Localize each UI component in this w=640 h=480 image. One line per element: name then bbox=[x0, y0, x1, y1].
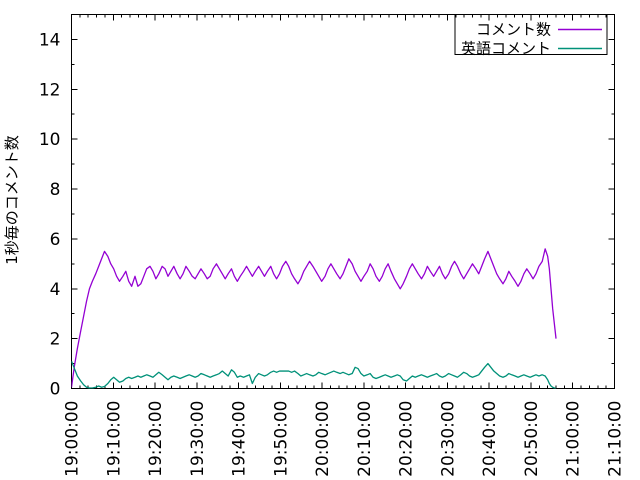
plot-frame bbox=[71, 14, 615, 389]
legend-box bbox=[454, 14, 608, 55]
y-tick-label: 4 bbox=[50, 280, 61, 300]
x-tick-label: 19:30:00 bbox=[188, 401, 208, 477]
x-axis-ticks: 19:00:00 19:10:00 19:20:00 19:30:00 19:40:00… bbox=[63, 14, 626, 477]
series-line-1 bbox=[71, 248, 557, 388]
x-tick-label: 19:20:00 bbox=[146, 401, 166, 477]
x-tick-label: 20:40:00 bbox=[480, 401, 500, 477]
x-tick-label: 19:10:00 bbox=[104, 401, 124, 477]
y-tick-label: 2 bbox=[50, 330, 61, 350]
legend-label-2: 英語コメント bbox=[461, 40, 551, 58]
y-axis-ticks: 0 2 4 6 8 10 12 14 bbox=[39, 30, 615, 400]
x-tick-label: 19:40:00 bbox=[230, 401, 250, 477]
data-series-group bbox=[71, 248, 557, 389]
x-tick-label: 21:00:00 bbox=[564, 401, 584, 477]
legend-label-1: コメント数 bbox=[476, 21, 551, 39]
series-line-2 bbox=[71, 360, 557, 389]
y-tick-label: 10 bbox=[39, 130, 61, 150]
x-tick-label: 19:50:00 bbox=[271, 401, 291, 477]
x-tick-label: 20:00:00 bbox=[313, 401, 333, 477]
x-tick-label: 21:10:00 bbox=[606, 401, 626, 477]
x-tick-label: 19:00:00 bbox=[63, 401, 83, 477]
y-tick-label: 8 bbox=[50, 180, 61, 200]
x-tick-label: 20:20:00 bbox=[397, 401, 417, 477]
x-tick-label: 20:50:00 bbox=[522, 401, 542, 477]
y-axis-label-text: 1秒毎のコメント数 bbox=[3, 135, 21, 265]
y-tick-label: 14 bbox=[39, 30, 61, 50]
y-axis-label: 1秒毎のコメント数 bbox=[3, 135, 21, 265]
y-tick-label: 12 bbox=[39, 80, 61, 100]
x-tick-label: 20:10:00 bbox=[355, 401, 375, 477]
y-tick-label: 0 bbox=[50, 380, 61, 400]
y-tick-label: 6 bbox=[50, 230, 61, 250]
x-tick-label: 20:30:00 bbox=[438, 401, 458, 477]
